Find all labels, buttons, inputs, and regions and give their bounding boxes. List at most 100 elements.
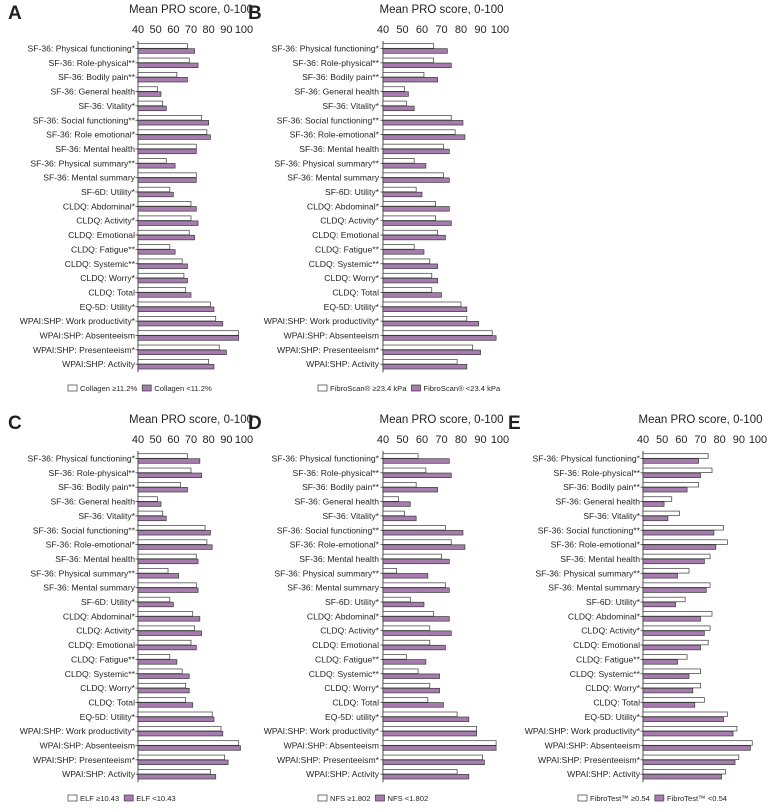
category-label: CLDQ: Systemic** bbox=[309, 669, 380, 679]
bar-series-2 bbox=[382, 321, 479, 327]
bar-series-2 bbox=[137, 530, 211, 536]
tick-label: 90 bbox=[220, 24, 232, 36]
bar-series-1 bbox=[137, 654, 171, 660]
bar-series-2 bbox=[382, 263, 438, 269]
bar-series-1 bbox=[382, 172, 444, 178]
tick-label: 40 bbox=[637, 434, 649, 446]
bar-series-2 bbox=[382, 487, 438, 493]
bar-series-2 bbox=[382, 601, 425, 608]
category-label: CLDQ: Fatigue** bbox=[71, 654, 136, 664]
category-label: WPAI:SHP: Activity bbox=[306, 769, 380, 779]
bar-series-1 bbox=[382, 697, 429, 703]
bar-series-2 bbox=[382, 472, 452, 478]
legend-label-1: FibroScan® ≥23.4 kPa bbox=[330, 384, 407, 393]
category-label: CLDQ: Abdominal* bbox=[63, 611, 136, 621]
category-label: SF-36: Physical summary** bbox=[535, 568, 640, 578]
bar-series-2 bbox=[137, 730, 224, 737]
bar-series-2 bbox=[382, 163, 427, 169]
bar-series-2 bbox=[382, 673, 440, 679]
bar-series-1 bbox=[382, 553, 442, 560]
tick-label: 70 bbox=[694, 434, 706, 446]
bar-series-1 bbox=[642, 453, 709, 459]
bar-series-1 bbox=[642, 467, 713, 473]
category-label: CLDQ: Fatigue** bbox=[576, 654, 641, 664]
bar-series-1 bbox=[137, 57, 190, 63]
category-label: SF-36: Role-emotional* bbox=[551, 540, 641, 550]
bar-series-1 bbox=[642, 510, 680, 517]
bar-series-1 bbox=[137, 215, 192, 221]
category-label: SF-36: Mental summary bbox=[43, 583, 135, 593]
bar-series-2 bbox=[382, 306, 468, 312]
bar-series-2 bbox=[642, 487, 688, 493]
category-label: SF-36: Physical functioning* bbox=[28, 454, 136, 464]
bar-series-2 bbox=[382, 277, 438, 284]
category-label: SF-36: Social functioning** bbox=[277, 525, 380, 535]
category-label: CLDQ: Activity* bbox=[581, 626, 640, 636]
bar-series-2 bbox=[382, 48, 448, 54]
bar-series-1 bbox=[137, 129, 208, 135]
bar-series-2 bbox=[137, 659, 178, 665]
bar-series-1 bbox=[642, 682, 701, 689]
bar-series-2 bbox=[137, 458, 201, 464]
category-label: WPAI:SHP: Absenteeism bbox=[40, 741, 135, 751]
legend-swatch-2 bbox=[123, 794, 134, 802]
bar-series-1 bbox=[137, 359, 210, 365]
category-label: CLDQ: Total bbox=[332, 697, 379, 707]
tick-label: 50 bbox=[656, 434, 668, 446]
category-label: CLDQ: Abdominal* bbox=[63, 201, 136, 211]
category-label: WPAI:SHP: Activity bbox=[567, 769, 641, 779]
bar-series-1 bbox=[642, 754, 740, 760]
bar-series-1 bbox=[137, 740, 240, 746]
legend-label-2: FibroScan® <23.4 kPa bbox=[423, 384, 501, 393]
bar-series-1 bbox=[382, 115, 452, 121]
bar-series-1 bbox=[382, 186, 417, 193]
bar-series-2 bbox=[642, 501, 665, 507]
bar-series-2 bbox=[642, 630, 705, 636]
bar-series-1 bbox=[642, 596, 686, 603]
bar-series-2 bbox=[642, 558, 705, 565]
legend-swatch-1 bbox=[317, 384, 328, 392]
category-label: CLDQ: Worry* bbox=[80, 683, 135, 693]
bar-series-1 bbox=[382, 244, 415, 250]
bar-series-2 bbox=[137, 644, 197, 651]
bar-series-1 bbox=[382, 72, 425, 78]
tick-label: 100 bbox=[749, 434, 767, 446]
legend-swatch-1 bbox=[577, 794, 588, 802]
bar-series-1 bbox=[382, 754, 483, 760]
bar-series-1 bbox=[642, 654, 688, 660]
axis-title: Mean PRO score, 0-100 bbox=[129, 4, 253, 16]
category-label: CLDQ: Abdominal* bbox=[568, 611, 641, 621]
bar-series-2 bbox=[137, 77, 188, 83]
legend-swatch-1 bbox=[67, 384, 78, 392]
category-label: SF-36: Role-physical** bbox=[554, 468, 641, 478]
axis-title: Mean PRO score, 0-100 bbox=[129, 414, 253, 426]
bar-series-2 bbox=[642, 730, 734, 737]
panel-label: D bbox=[248, 413, 262, 434]
bar-series-1 bbox=[642, 668, 701, 674]
bar-series-1 bbox=[137, 72, 178, 78]
bar-series-2 bbox=[382, 730, 477, 737]
tick-label: 40 bbox=[132, 24, 144, 36]
bar-series-1 bbox=[382, 86, 405, 92]
bar-series-1 bbox=[137, 258, 183, 264]
category-label: SF-36: Role emotional* bbox=[46, 130, 136, 140]
category-label: SF-36: Mental summary bbox=[287, 583, 379, 593]
bar-series-1 bbox=[137, 115, 202, 121]
bar-series-1 bbox=[642, 711, 728, 717]
bar-series-1 bbox=[382, 143, 444, 150]
tick-label: 70 bbox=[435, 24, 447, 36]
bar-series-2 bbox=[382, 587, 450, 593]
bar-series-2 bbox=[137, 62, 199, 68]
bar-series-2 bbox=[382, 249, 425, 255]
bar-series-2 bbox=[382, 148, 450, 155]
category-label: CLDQ: Activity* bbox=[320, 216, 379, 226]
tick-label: 70 bbox=[435, 434, 447, 446]
tick-label: 50 bbox=[150, 24, 162, 36]
bar-series-2 bbox=[382, 616, 450, 622]
bar-series-1 bbox=[137, 453, 188, 459]
category-label: SF-36: Role-physical** bbox=[49, 58, 136, 68]
legend-swatch-2 bbox=[411, 384, 421, 392]
bar-series-1 bbox=[642, 639, 709, 646]
category-label: SF-36: Physical functioning* bbox=[272, 44, 380, 54]
bar-series-2 bbox=[137, 277, 188, 284]
